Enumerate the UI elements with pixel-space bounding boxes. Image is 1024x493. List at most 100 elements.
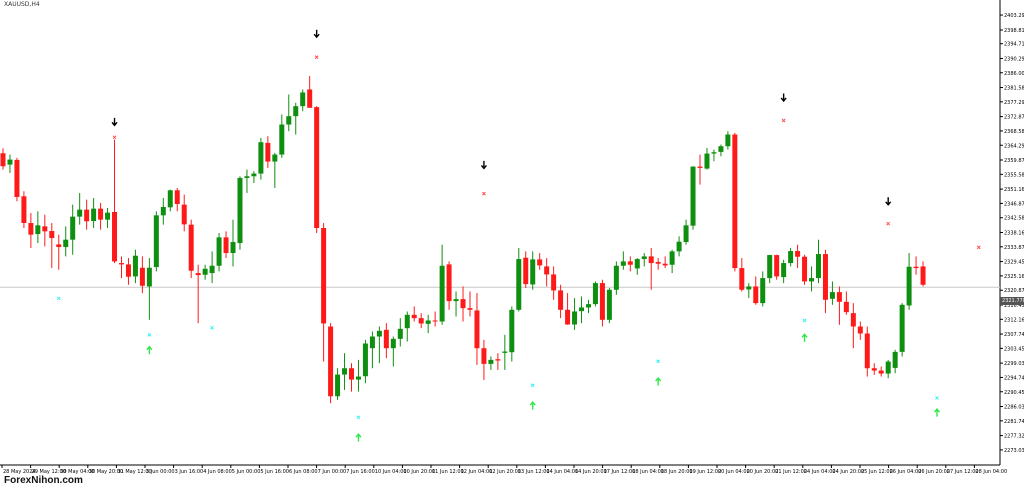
- candle-body: [314, 107, 320, 229]
- time-tick-label: 28 May 2024: [3, 469, 36, 475]
- buy-arrow-icon: [933, 408, 941, 417]
- candle-body: [815, 254, 821, 279]
- candle-body: [634, 259, 640, 269]
- price-tick-label: 2281.740: [1004, 419, 1024, 425]
- candle-body: [725, 134, 731, 147]
- candle-body: [307, 89, 313, 108]
- candle-body: [899, 304, 905, 352]
- candle-body: [328, 326, 334, 397]
- candle-body: [167, 190, 173, 208]
- sell-cross-icon: [976, 245, 981, 250]
- candle-body: [697, 166, 703, 168]
- candle-body: [711, 152, 717, 154]
- price-tick-label: 2320.870: [1004, 288, 1024, 294]
- candle-body: [28, 223, 34, 235]
- candle-body: [181, 204, 187, 225]
- candle-body: [690, 166, 696, 226]
- price-tick-label: 2312.160: [1004, 317, 1024, 323]
- candle-body: [118, 263, 124, 265]
- candle-body: [885, 361, 891, 374]
- price-tick-label: 2390.290: [1004, 56, 1024, 62]
- time-tick-label: 13 Jun 12:00: [518, 469, 550, 475]
- candle-body: [35, 225, 41, 235]
- candle-body: [753, 286, 759, 304]
- time-tick-label: 27 Jun 12:00: [947, 469, 979, 475]
- candle-body: [537, 259, 543, 266]
- candle-body: [502, 351, 508, 353]
- price-tick-label: 2394.710: [1004, 42, 1024, 48]
- candle-body: [913, 266, 919, 269]
- buy-arrow-icon: [801, 333, 808, 342]
- time-tick-label: 18 Jun 04:00: [632, 469, 664, 475]
- candle-body: [655, 262, 661, 264]
- time-tick-label: 26 Jun 04:00: [890, 469, 922, 475]
- candle-body: [746, 286, 752, 290]
- price-tick-label: 2398.810: [1004, 28, 1024, 34]
- price-tick-label: 2307.740: [1004, 332, 1024, 338]
- candle-body: [70, 216, 76, 240]
- time-tick-label: 12 Jun 04:00: [461, 469, 493, 475]
- candle-body: [112, 211, 118, 262]
- sell-cross-icon: [482, 191, 486, 196]
- price-tick-label: 2355.580: [1004, 172, 1024, 178]
- time-tick-label: 14 Jun 04:00: [546, 469, 578, 475]
- buy-arrow-icon: [355, 433, 362, 442]
- candle-body: [565, 309, 571, 325]
- candle-body: [418, 318, 424, 324]
- candle-body: [774, 255, 780, 277]
- candle-body: [439, 265, 445, 322]
- candle-body: [704, 153, 710, 169]
- candle-body: [244, 176, 250, 178]
- candle-body: [523, 257, 529, 285]
- price-tick-label: 2325.160: [1004, 274, 1024, 280]
- candle-body: [105, 212, 111, 220]
- time-tick-label: 6 Jun 08:00: [289, 469, 318, 475]
- candle-body: [850, 313, 856, 327]
- candle-body: [21, 196, 27, 224]
- price-tick-label: 2290.450: [1004, 390, 1024, 396]
- candle-body: [216, 237, 222, 266]
- price-tick-label: 2303.450: [1004, 346, 1024, 352]
- price-tick-label: 2342.580: [1004, 216, 1024, 222]
- candle-body: [209, 265, 215, 274]
- time-tick-label: 31 May 12:00: [117, 469, 151, 475]
- time-tick-label: 14 Jun 20:00: [575, 469, 607, 475]
- candle-body: [300, 92, 306, 107]
- candle-body: [14, 159, 20, 197]
- candle-body: [286, 116, 292, 125]
- time-tick-label: 12 Jun 20:00: [489, 469, 521, 475]
- candle-body: [516, 259, 522, 310]
- candle-body: [683, 225, 689, 243]
- candle-body: [718, 146, 724, 152]
- candle-body: [321, 228, 327, 324]
- time-tick-label: 7 Jun 00:00: [318, 469, 347, 475]
- time-tick-label: 18 Jun 20:00: [661, 469, 693, 475]
- candle-body: [585, 304, 591, 308]
- price-tick-label: 2333.870: [1004, 245, 1024, 251]
- candle-body: [460, 299, 466, 309]
- time-tick-label: 30 May 20:00: [89, 469, 123, 475]
- buy-arrow-icon: [529, 401, 536, 410]
- candle-body: [251, 173, 257, 177]
- candle-body: [669, 251, 675, 265]
- candle-body: [662, 263, 668, 266]
- candle-body: [390, 338, 396, 349]
- time-tick-label: 20 Jun 20:00: [747, 469, 779, 475]
- price-tick-label: 2299.030: [1004, 361, 1024, 367]
- candles-group: [0, 76, 926, 404]
- candle-body: [481, 348, 487, 364]
- price-tick-label: 2403.290: [1004, 13, 1024, 19]
- candle-body: [453, 299, 459, 302]
- buy-arrow-icon: [146, 345, 153, 355]
- buy-cross-icon: [656, 359, 661, 364]
- price-tick-label: 2351.160: [1004, 187, 1024, 193]
- candle-body: [383, 329, 389, 349]
- time-tick-label: 24 Jun 04:00: [804, 469, 836, 475]
- candle-body: [446, 264, 452, 302]
- time-tick-label: 3 Jun 00:00: [146, 469, 175, 475]
- time-tick-label: 28 Jun 04:00: [975, 469, 1007, 475]
- candle-body: [0, 153, 6, 167]
- candle-body: [829, 292, 835, 299]
- candle-body: [606, 289, 612, 320]
